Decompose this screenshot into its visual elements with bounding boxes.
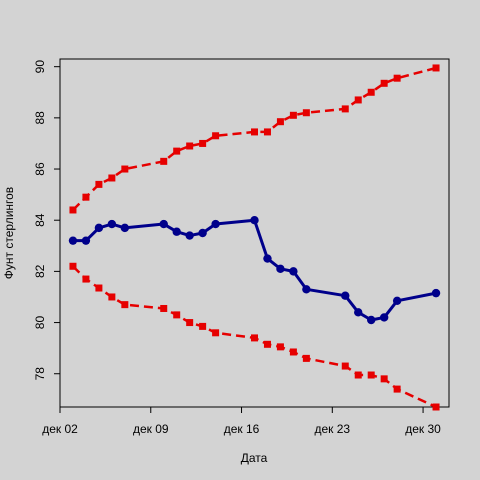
data-point xyxy=(354,308,363,317)
data-point xyxy=(380,375,388,383)
data-point xyxy=(341,105,349,113)
data-point xyxy=(354,96,362,104)
data-point xyxy=(289,111,297,119)
data-point xyxy=(172,227,181,236)
y-tick-label: 80 xyxy=(33,316,47,330)
data-point xyxy=(160,157,168,165)
data-point xyxy=(379,313,389,322)
data-point xyxy=(276,343,284,351)
data-point xyxy=(250,216,259,225)
data-point xyxy=(367,315,376,325)
series-2 xyxy=(69,64,440,214)
data-point xyxy=(69,262,77,270)
data-point xyxy=(289,267,298,276)
data-point xyxy=(341,362,349,370)
series-layer xyxy=(68,64,441,411)
x-tick-label: дек 16 xyxy=(224,422,260,436)
data-point xyxy=(108,174,116,182)
x-tick-label: дек 09 xyxy=(133,422,169,436)
data-point xyxy=(367,371,375,379)
y-tick-label: 90 xyxy=(33,60,47,74)
data-point xyxy=(393,74,401,82)
data-point xyxy=(289,348,297,356)
data-point xyxy=(263,340,271,348)
x-tick-label: дек 02 xyxy=(42,422,78,436)
data-point xyxy=(432,64,440,72)
x-axis: дек 02 дек 09 дек 16 дек 23 дек 30 xyxy=(42,407,441,436)
data-point xyxy=(431,288,441,298)
data-point xyxy=(82,193,90,201)
series-1 xyxy=(68,216,441,325)
data-point xyxy=(199,322,207,330)
data-point xyxy=(392,296,402,306)
y-tick-label: 78 xyxy=(33,367,47,381)
data-point xyxy=(251,334,258,342)
data-point xyxy=(263,254,272,263)
x-axis-label: Дата xyxy=(241,451,268,465)
data-point xyxy=(173,311,181,319)
data-point xyxy=(186,142,194,150)
data-point xyxy=(107,219,117,229)
x-tick-label: дек 23 xyxy=(314,422,350,436)
data-point xyxy=(68,236,78,245)
y-tick-label: 88 xyxy=(33,111,47,125)
y-tick-label: 82 xyxy=(33,264,47,278)
data-point xyxy=(251,128,258,136)
data-point xyxy=(199,139,207,147)
data-point xyxy=(212,132,220,140)
data-point xyxy=(185,231,194,240)
data-point xyxy=(95,180,103,188)
x-tick-label: дек 30 xyxy=(405,422,441,436)
data-point xyxy=(263,128,271,136)
data-point xyxy=(276,118,284,126)
data-point xyxy=(432,403,440,411)
data-point xyxy=(159,219,168,229)
data-point xyxy=(341,291,350,300)
data-point xyxy=(121,165,129,173)
data-point xyxy=(82,275,90,283)
data-point xyxy=(302,285,311,294)
y-axis-label: Фунт стерлингов xyxy=(2,187,16,279)
data-point xyxy=(302,109,310,117)
data-point xyxy=(108,293,116,301)
data-point xyxy=(393,385,401,393)
data-point xyxy=(186,319,194,327)
data-point xyxy=(121,301,129,309)
data-point xyxy=(173,147,181,155)
data-point xyxy=(198,228,207,238)
y-tick-label: 84 xyxy=(33,213,47,227)
data-point xyxy=(160,304,168,312)
data-point xyxy=(380,79,388,87)
data-point xyxy=(81,236,91,245)
data-point xyxy=(69,206,77,214)
data-point xyxy=(95,284,103,292)
data-point xyxy=(354,371,362,379)
data-point xyxy=(120,223,130,233)
y-tick-label: 86 xyxy=(33,162,47,176)
data-point xyxy=(302,354,310,362)
data-point xyxy=(276,264,285,274)
y-axis: 78 80 82 84 86 88 90 xyxy=(33,60,60,381)
data-point xyxy=(212,329,220,337)
plot-area xyxy=(59,58,450,408)
data-point xyxy=(367,88,375,96)
data-point xyxy=(94,223,104,233)
series-3 xyxy=(69,262,440,411)
data-point xyxy=(211,219,220,229)
